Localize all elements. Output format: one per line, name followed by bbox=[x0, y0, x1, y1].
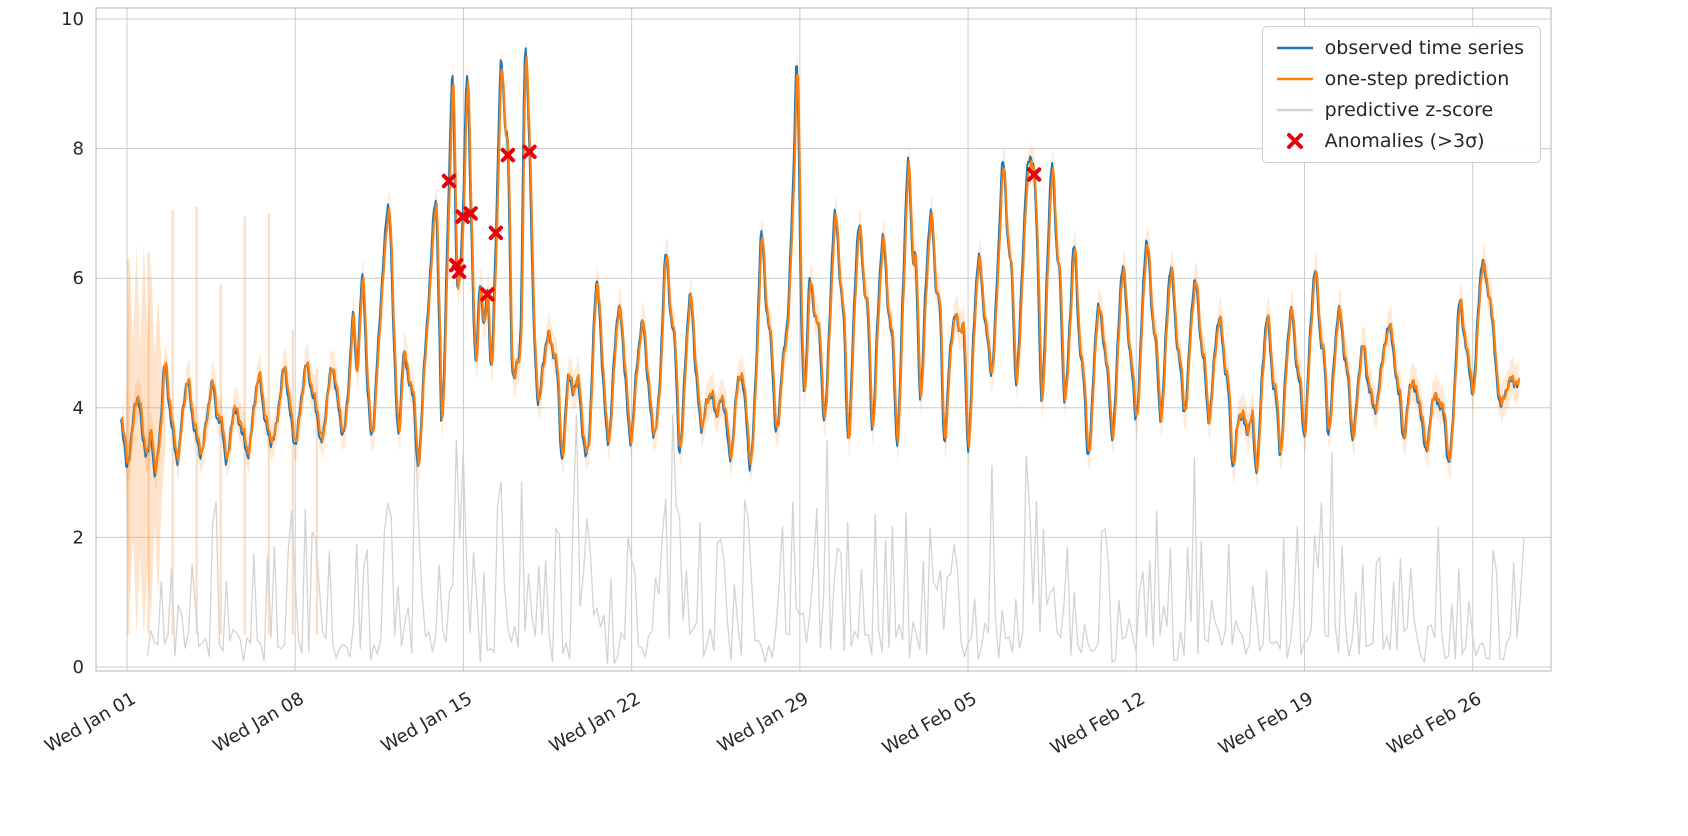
plot-border bbox=[95, 7, 1552, 672]
svg-text:4: 4 bbox=[73, 398, 84, 419]
legend-item-observed: observed time series bbox=[1275, 36, 1524, 60]
x-tick-labels: Wed Jan 01 Wed Jan 08 Wed Jan 15 Wed Jan 22… bbox=[41, 688, 1485, 759]
legend-label-prediction: one-step prediction bbox=[1324, 68, 1510, 90]
svg-text:Wed Feb 26: Wed Feb 26 bbox=[1383, 688, 1485, 759]
svg-text:8: 8 bbox=[73, 139, 84, 160]
svg-text:Wed Feb 19: Wed Feb 19 bbox=[1215, 688, 1317, 759]
legend-label-anomalies: Anomalies (>3σ) bbox=[1324, 130, 1485, 152]
prediction-line bbox=[120, 55, 1521, 474]
svg-text:10: 10 bbox=[61, 9, 84, 30]
svg-text:Wed Feb 12: Wed Feb 12 bbox=[1047, 688, 1149, 759]
legend-item-anomalies: Anomalies (>3σ) bbox=[1275, 129, 1524, 153]
svg-text:Wed Jan 29: Wed Jan 29 bbox=[714, 688, 812, 757]
legend: observed time series one-step prediction… bbox=[1261, 26, 1541, 163]
legend-item-prediction: one-step prediction bbox=[1275, 67, 1524, 91]
svg-text:6: 6 bbox=[73, 268, 84, 289]
legend-label-observed: observed time series bbox=[1324, 37, 1524, 59]
svg-text:0: 0 bbox=[73, 657, 84, 678]
legend-label-zscore: predictive z-score bbox=[1324, 99, 1494, 121]
svg-text:2: 2 bbox=[73, 527, 84, 548]
svg-text:Wed Jan 22: Wed Jan 22 bbox=[546, 688, 644, 757]
anomaly-markers bbox=[441, 144, 1042, 302]
observed-line-swatch bbox=[1276, 46, 1313, 50]
svg-text:Wed Feb 05: Wed Feb 05 bbox=[879, 688, 981, 759]
prediction-line-swatch bbox=[1276, 77, 1313, 81]
y-tick-labels: 0 2 4 6 8 10 bbox=[61, 9, 84, 678]
svg-text:Wed Jan 15: Wed Jan 15 bbox=[378, 688, 476, 757]
zscore-line-swatch bbox=[1276, 108, 1313, 112]
svg-text:Wed Jan 08: Wed Jan 08 bbox=[209, 688, 307, 757]
legend-item-zscore: predictive z-score bbox=[1275, 98, 1524, 122]
zscore-line bbox=[146, 414, 1525, 664]
svg-text:Wed Jan 01: Wed Jan 01 bbox=[41, 688, 139, 757]
anomaly-x-marker-swatch bbox=[1286, 133, 1303, 149]
